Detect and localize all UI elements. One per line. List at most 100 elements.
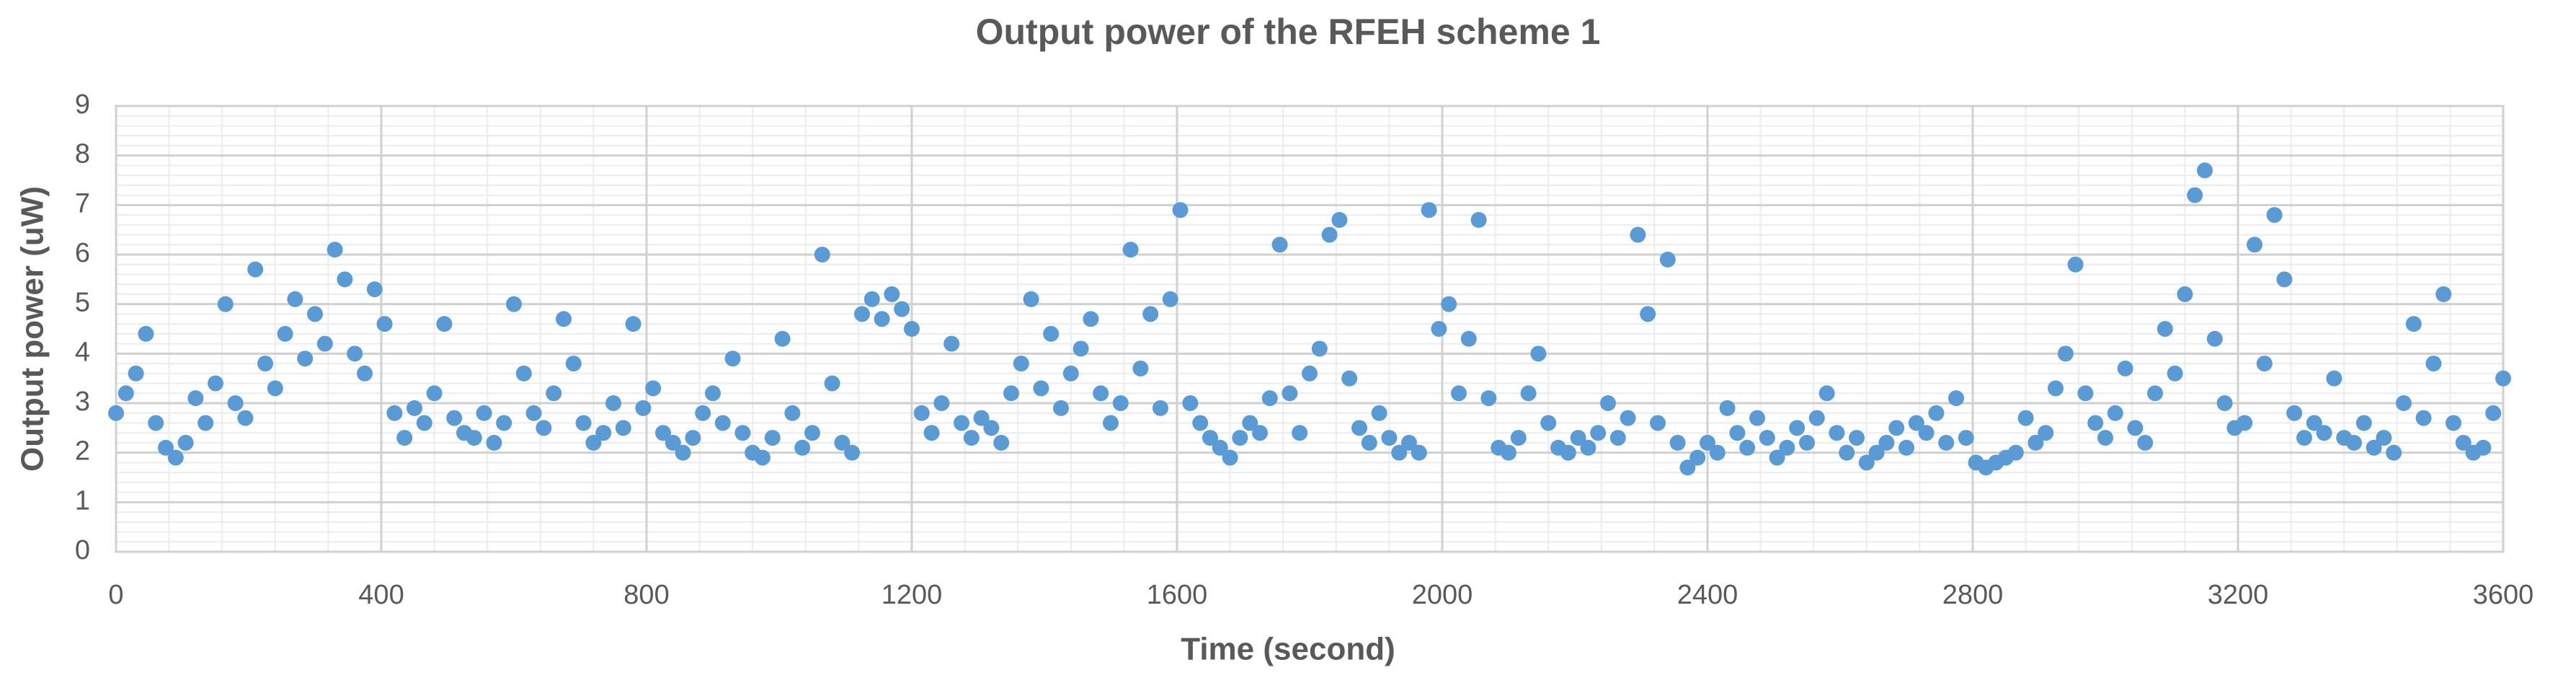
point: [2405, 316, 2422, 332]
point: [913, 405, 930, 421]
point: [1331, 211, 1348, 228]
point: [148, 415, 164, 431]
x-axis-title: Time (second): [1181, 632, 1395, 667]
point: [1222, 449, 1238, 466]
point: [1152, 400, 1168, 416]
point: [983, 420, 1000, 436]
point: [854, 306, 870, 322]
point: [2376, 430, 2392, 446]
point: [208, 375, 223, 392]
point: [1391, 444, 1408, 461]
point: [1590, 425, 1607, 441]
point: [734, 425, 751, 441]
point: [595, 425, 612, 441]
point: [525, 405, 542, 421]
point: [2366, 439, 2382, 456]
point: [167, 449, 184, 466]
point: [1918, 425, 1935, 441]
point: [1948, 390, 1964, 407]
point: [1003, 385, 1019, 402]
point: [1401, 434, 1417, 451]
x-tick-label: 2400: [1677, 580, 1738, 610]
point: [2435, 286, 2452, 302]
point: [894, 301, 910, 317]
point: [446, 410, 463, 426]
point: [546, 385, 562, 402]
point: [1252, 425, 1268, 441]
point: [337, 271, 353, 288]
point: [1958, 430, 1974, 446]
point: [496, 415, 512, 431]
point: [1580, 439, 1596, 456]
point: [1351, 420, 1367, 436]
point: [1739, 439, 1756, 456]
x-tick-label: 800: [623, 580, 669, 610]
point: [2117, 360, 2133, 376]
point: [2167, 365, 2183, 382]
point: [625, 316, 641, 332]
point: [635, 400, 652, 416]
point: [1540, 415, 1557, 431]
point: [2316, 425, 2332, 441]
point: [426, 385, 443, 402]
point: [1878, 434, 1895, 451]
point: [963, 430, 980, 446]
point: [1839, 444, 1855, 461]
point: [1908, 415, 1924, 431]
point: [1043, 325, 1060, 342]
point: [197, 415, 214, 431]
point: [247, 261, 264, 278]
point: [2425, 356, 2442, 372]
y-tick-label: 7: [75, 188, 90, 219]
point: [416, 415, 432, 431]
point: [2386, 444, 2402, 461]
point: [108, 405, 124, 421]
point: [2028, 434, 2044, 451]
point: [2485, 405, 2502, 421]
point: [2355, 415, 2372, 431]
point: [943, 335, 960, 352]
point: [1689, 449, 1706, 466]
point: [794, 439, 811, 456]
point: [2276, 271, 2293, 288]
x-tick-label: 0: [108, 580, 123, 610]
point: [1202, 430, 1218, 446]
point: [2097, 430, 2113, 446]
point: [1361, 434, 1377, 451]
point: [1530, 345, 1547, 362]
point: [1868, 444, 1885, 461]
y-axis-title: Output power (uW): [15, 186, 50, 472]
point: [1232, 430, 1248, 446]
point: [2446, 415, 2461, 431]
point: [347, 345, 363, 362]
point: [2057, 345, 2074, 362]
point: [466, 430, 482, 446]
point: [1600, 395, 1616, 411]
point: [1033, 380, 1049, 397]
x-tick-label: 3600: [2473, 580, 2534, 610]
point: [1709, 444, 1726, 461]
point: [2087, 415, 2104, 431]
point: [764, 430, 781, 446]
point: [2077, 385, 2094, 402]
point: [386, 405, 403, 421]
point: [755, 449, 770, 466]
point: [884, 286, 900, 302]
point: [407, 400, 422, 416]
point: [1620, 410, 1636, 426]
y-tick-label: 0: [75, 535, 90, 565]
point: [1451, 385, 1467, 402]
point: [1182, 395, 1199, 411]
point: [357, 365, 373, 382]
chart-title: Output power of the RFEH scheme 1: [976, 12, 1601, 52]
point: [1093, 385, 1109, 402]
point: [316, 335, 333, 352]
point: [2256, 356, 2273, 372]
point: [327, 242, 343, 258]
point: [1769, 449, 1785, 466]
point: [2306, 415, 2322, 431]
point: [804, 425, 820, 441]
y-tick-label: 3: [75, 387, 90, 417]
point: [1053, 400, 1069, 416]
